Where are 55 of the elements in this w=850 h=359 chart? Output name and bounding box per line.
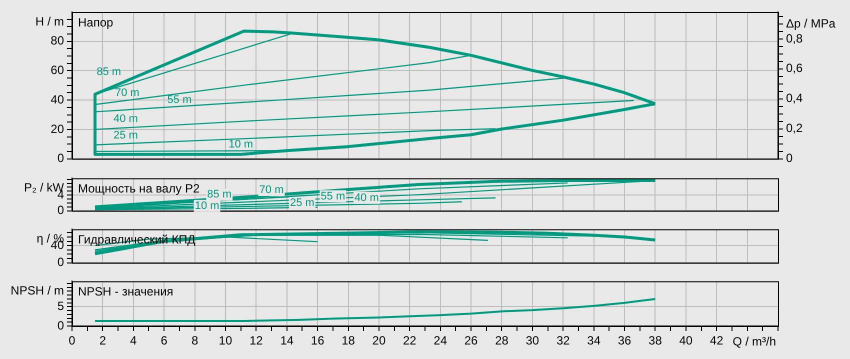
chart-title: NPSH - значения [78, 284, 174, 299]
x-tick-label: 14 [280, 334, 294, 348]
y-axis-title: H / m [35, 14, 64, 28]
x-tick-label: 22 [402, 334, 417, 348]
annotation: 70 m [115, 86, 140, 99]
annotation: 25 m [290, 196, 314, 209]
annotation: 55 m [167, 94, 192, 106]
y-tick-label: 80 [50, 34, 64, 48]
x-tick-label: 2 [99, 334, 106, 348]
y-tick-label: 0 [57, 255, 64, 270]
y-tick-label: 60 [50, 63, 64, 78]
y2-tick-label: 0,4 [786, 91, 804, 106]
x-tick-label: 12 [249, 334, 264, 348]
annotation: 70 m [259, 184, 284, 196]
x-tick-label: 32 [556, 334, 570, 348]
y-tick-label: 0 [57, 203, 64, 218]
y2-tick-label: 0,2 [786, 121, 804, 136]
x-tick-label: 6 [160, 334, 168, 348]
x-tick-label: 18 [342, 334, 356, 348]
y-tick-label: 5 [57, 299, 64, 313]
annotation: 40 m [113, 112, 138, 125]
x-tick-label: 16 [310, 334, 325, 348]
y-tick-label: 0 [57, 151, 64, 166]
x-tick-label: 38 [648, 334, 662, 348]
annotation: 85 m [207, 188, 232, 201]
chart-title: Мощность на валу P2 [78, 182, 200, 196]
y-tick-label: 40 [50, 92, 64, 106]
x-tick-label: 4 [130, 334, 138, 348]
annotation: 55 m [320, 190, 346, 202]
annotation: 85 m [96, 66, 122, 78]
x-tick-label: 20 [372, 334, 386, 348]
x-tick-label: 8 [191, 334, 198, 348]
x-tick-label: 0 [68, 334, 76, 348]
annotation: 40 m [354, 192, 379, 204]
chart-title: Напор [78, 15, 114, 30]
y-tick-label: 0 [57, 318, 64, 332]
x-tick-label: 30 [526, 334, 540, 348]
x-tick-label: 10 [218, 334, 232, 348]
x-tick-label: 34 [587, 334, 601, 348]
y2-axis-title: Δp / MPa [786, 16, 836, 30]
y-axis-title: NPSH / m [10, 284, 64, 298]
x-tick-label: 42 [710, 334, 724, 348]
annotation: 10 m [228, 138, 254, 151]
x-tick-label: 26 [464, 334, 478, 348]
y-tick-label: 20 [50, 122, 64, 136]
annotation: 25 m [113, 130, 138, 142]
y2-tick-label: 0,6 [786, 61, 804, 76]
y2-tick-label: 0 [786, 151, 793, 166]
x-tick-label: 24 [434, 334, 448, 348]
x-tick-label: 36 [618, 334, 632, 348]
y2-tick-label: 0,8 [786, 31, 804, 46]
x-tick-label: 40 [679, 334, 693, 348]
x-tick-label: 28 [495, 334, 509, 348]
x-axis-title: Q / m³/h [732, 334, 776, 348]
annotation: 10 m [194, 200, 220, 212]
